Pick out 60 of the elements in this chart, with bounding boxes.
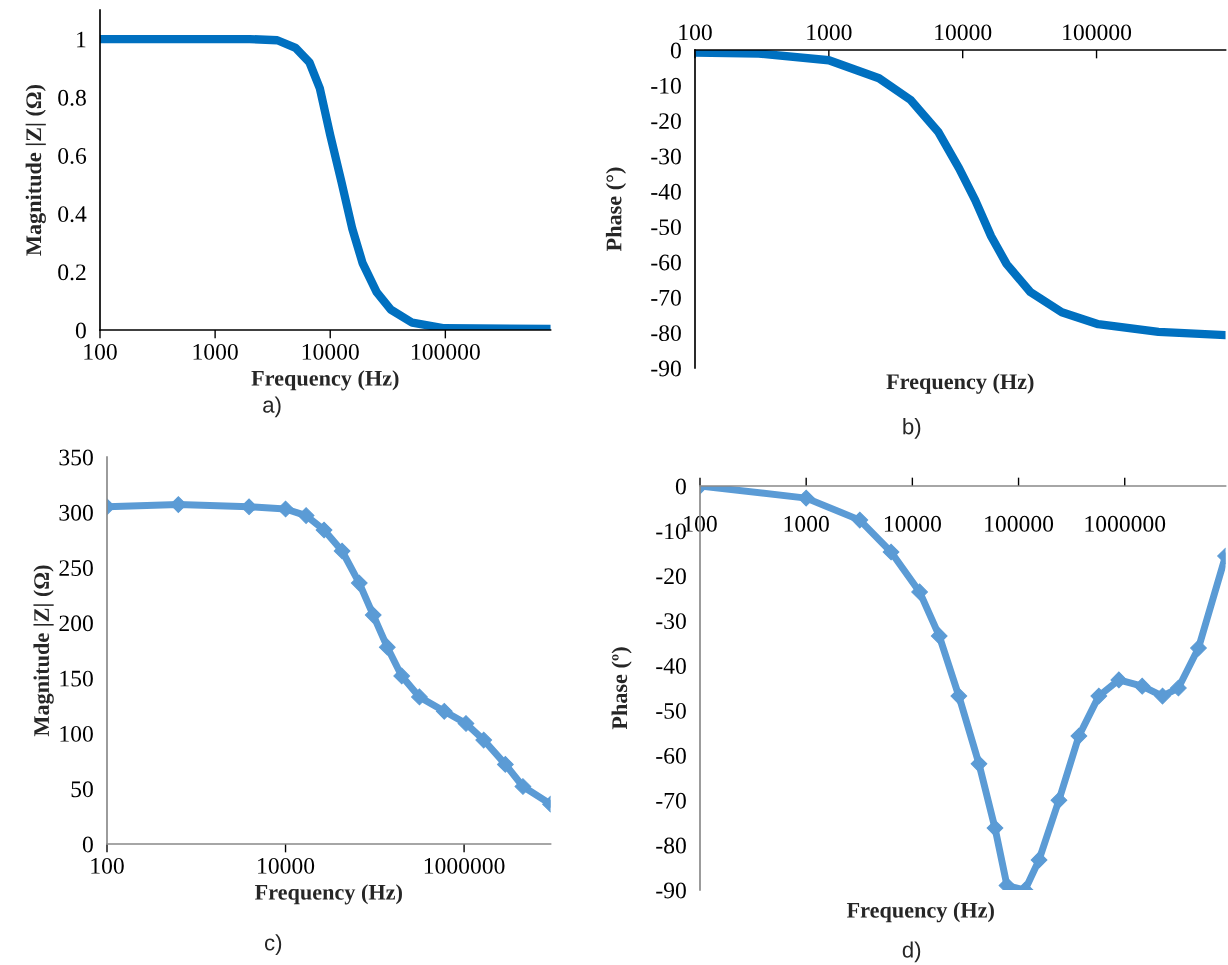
y-tick-label: 0 xyxy=(670,42,681,59)
y-tick-label: 0 xyxy=(675,478,686,495)
y-tick-label: 350 xyxy=(59,449,93,466)
y-axis-title: Phase (º) xyxy=(611,647,632,730)
x-tick-label: 100000 xyxy=(985,515,1054,532)
y-tick-label: -10 xyxy=(656,523,686,540)
x-tick-label: 100 xyxy=(684,515,717,532)
y-tick-label: 100 xyxy=(60,725,93,742)
y-tick-label: -60 xyxy=(656,747,686,764)
y-tick-label: 0.6 xyxy=(58,147,87,164)
y-tick-label: -80 xyxy=(651,325,681,342)
y-tick-label: -90 xyxy=(656,882,686,899)
y-tick-label: -80 xyxy=(656,837,686,854)
y-tick-label: -90 xyxy=(651,360,681,377)
y-tick-label: -30 xyxy=(656,613,686,630)
y-tick-label: -60 xyxy=(651,254,681,271)
x-axis-title: Frequency (Hz) xyxy=(886,373,1034,394)
y-tick-label: -30 xyxy=(651,148,681,165)
x-axis-title: Frequency (Hz) xyxy=(251,370,399,391)
x-axis-title: Frequency (Hz) xyxy=(846,902,994,923)
text: d) xyxy=(902,941,921,963)
x-axis-title: Frequency (Hz) xyxy=(254,884,402,905)
y-tick-label: 0.4 xyxy=(58,206,87,223)
x-tick-label: 1000 xyxy=(784,515,829,532)
text: a) xyxy=(263,396,281,418)
x-tick-label: 1000 xyxy=(807,24,852,41)
x-tick-label: 1000000 xyxy=(1085,515,1166,532)
y-tick-label: -40 xyxy=(651,183,681,200)
y-tick-label: 0.2 xyxy=(58,264,86,281)
y-tick-label: 50 xyxy=(71,781,93,798)
y-tick-label: -20 xyxy=(656,568,686,585)
x-tick-label: 1000000 xyxy=(424,857,505,874)
x-tick-label: 10000 xyxy=(935,24,992,41)
text: b) xyxy=(903,418,921,439)
x-tick-label: 10000 xyxy=(302,343,359,360)
y-tick-label: -10 xyxy=(651,77,681,94)
x-tick-label: 100 xyxy=(91,857,124,874)
x-tick-label: 10000 xyxy=(884,515,941,532)
x-tick-label: 100000 xyxy=(412,343,480,360)
y-axis-title: Phase (°) xyxy=(605,167,627,252)
y-tick-label: -50 xyxy=(651,219,681,236)
text: c) xyxy=(264,934,282,955)
y-tick-label: 0.8 xyxy=(58,89,86,106)
x-tick-label: 100000 xyxy=(1063,24,1132,41)
y-tick-label: -50 xyxy=(656,702,686,719)
y-axis-title: Magnitude |Z| (Ω) xyxy=(25,84,46,256)
x-tick-label: 10000 xyxy=(258,857,315,874)
y-tick-label: 250 xyxy=(59,560,93,576)
y-tick-label: 1 xyxy=(77,31,86,48)
y-tick-label: 300 xyxy=(59,504,93,521)
y-tick-label: 150 xyxy=(60,670,93,687)
y-tick-label: -70 xyxy=(656,792,686,809)
y-tick-label: 0 xyxy=(82,836,93,853)
y-tick-label: -20 xyxy=(651,113,681,130)
x-tick-label: 1000 xyxy=(193,343,238,360)
y-axis-title: Magnitude |Z| (Ω) xyxy=(33,565,54,737)
y-tick-label: -40 xyxy=(656,658,686,674)
y-tick-label: 200 xyxy=(59,615,93,632)
y-tick-label: 0 xyxy=(75,322,86,339)
y-tick-label: -70 xyxy=(651,289,681,306)
